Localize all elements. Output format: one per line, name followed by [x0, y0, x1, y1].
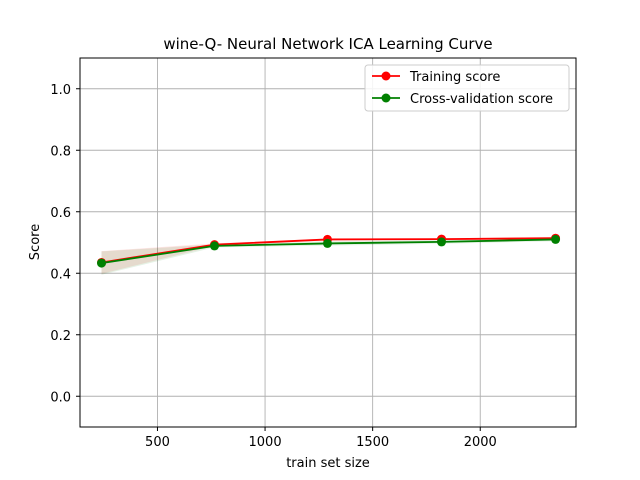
y-tick-label: 0.8	[50, 144, 71, 159]
series-points	[97, 233, 561, 268]
y-axis-ticks: 0.0 0.2 0.4 0.6 0.8 1.0	[50, 83, 80, 405]
legend-training-label: Training score	[409, 70, 500, 85]
x-tick-label: 1000	[249, 435, 282, 450]
data-point	[551, 234, 561, 244]
y-tick-label: 0.4	[50, 267, 71, 282]
data-point	[437, 237, 447, 247]
y-tick-label: 0.6	[50, 206, 71, 221]
x-axis-ticks: 500 1000 1500 2000	[145, 427, 497, 450]
legend: Training score Cross-validation score	[364, 64, 570, 112]
data-point	[322, 238, 332, 248]
y-axis-label: Score	[28, 224, 43, 260]
legend-training-marker	[381, 71, 391, 81]
chart-title: wine-Q- Neural Network ICA Learning Curv…	[163, 35, 492, 53]
y-tick-label: 0.0	[50, 390, 71, 405]
y-tick-label: 0.2	[50, 329, 71, 344]
x-axis-label: train set size	[286, 456, 370, 471]
y-tick-label: 1.0	[50, 83, 71, 98]
legend-cv-marker	[381, 93, 391, 103]
x-tick-label: 1500	[356, 435, 389, 450]
plot-frame	[79, 57, 577, 428]
x-tick-label: 2000	[464, 435, 497, 450]
data-point	[97, 258, 107, 268]
x-tick-label: 500	[145, 435, 170, 450]
legend-cv-label: Cross-validation score	[410, 92, 553, 107]
data-point	[209, 241, 219, 251]
legend-box	[364, 64, 570, 112]
